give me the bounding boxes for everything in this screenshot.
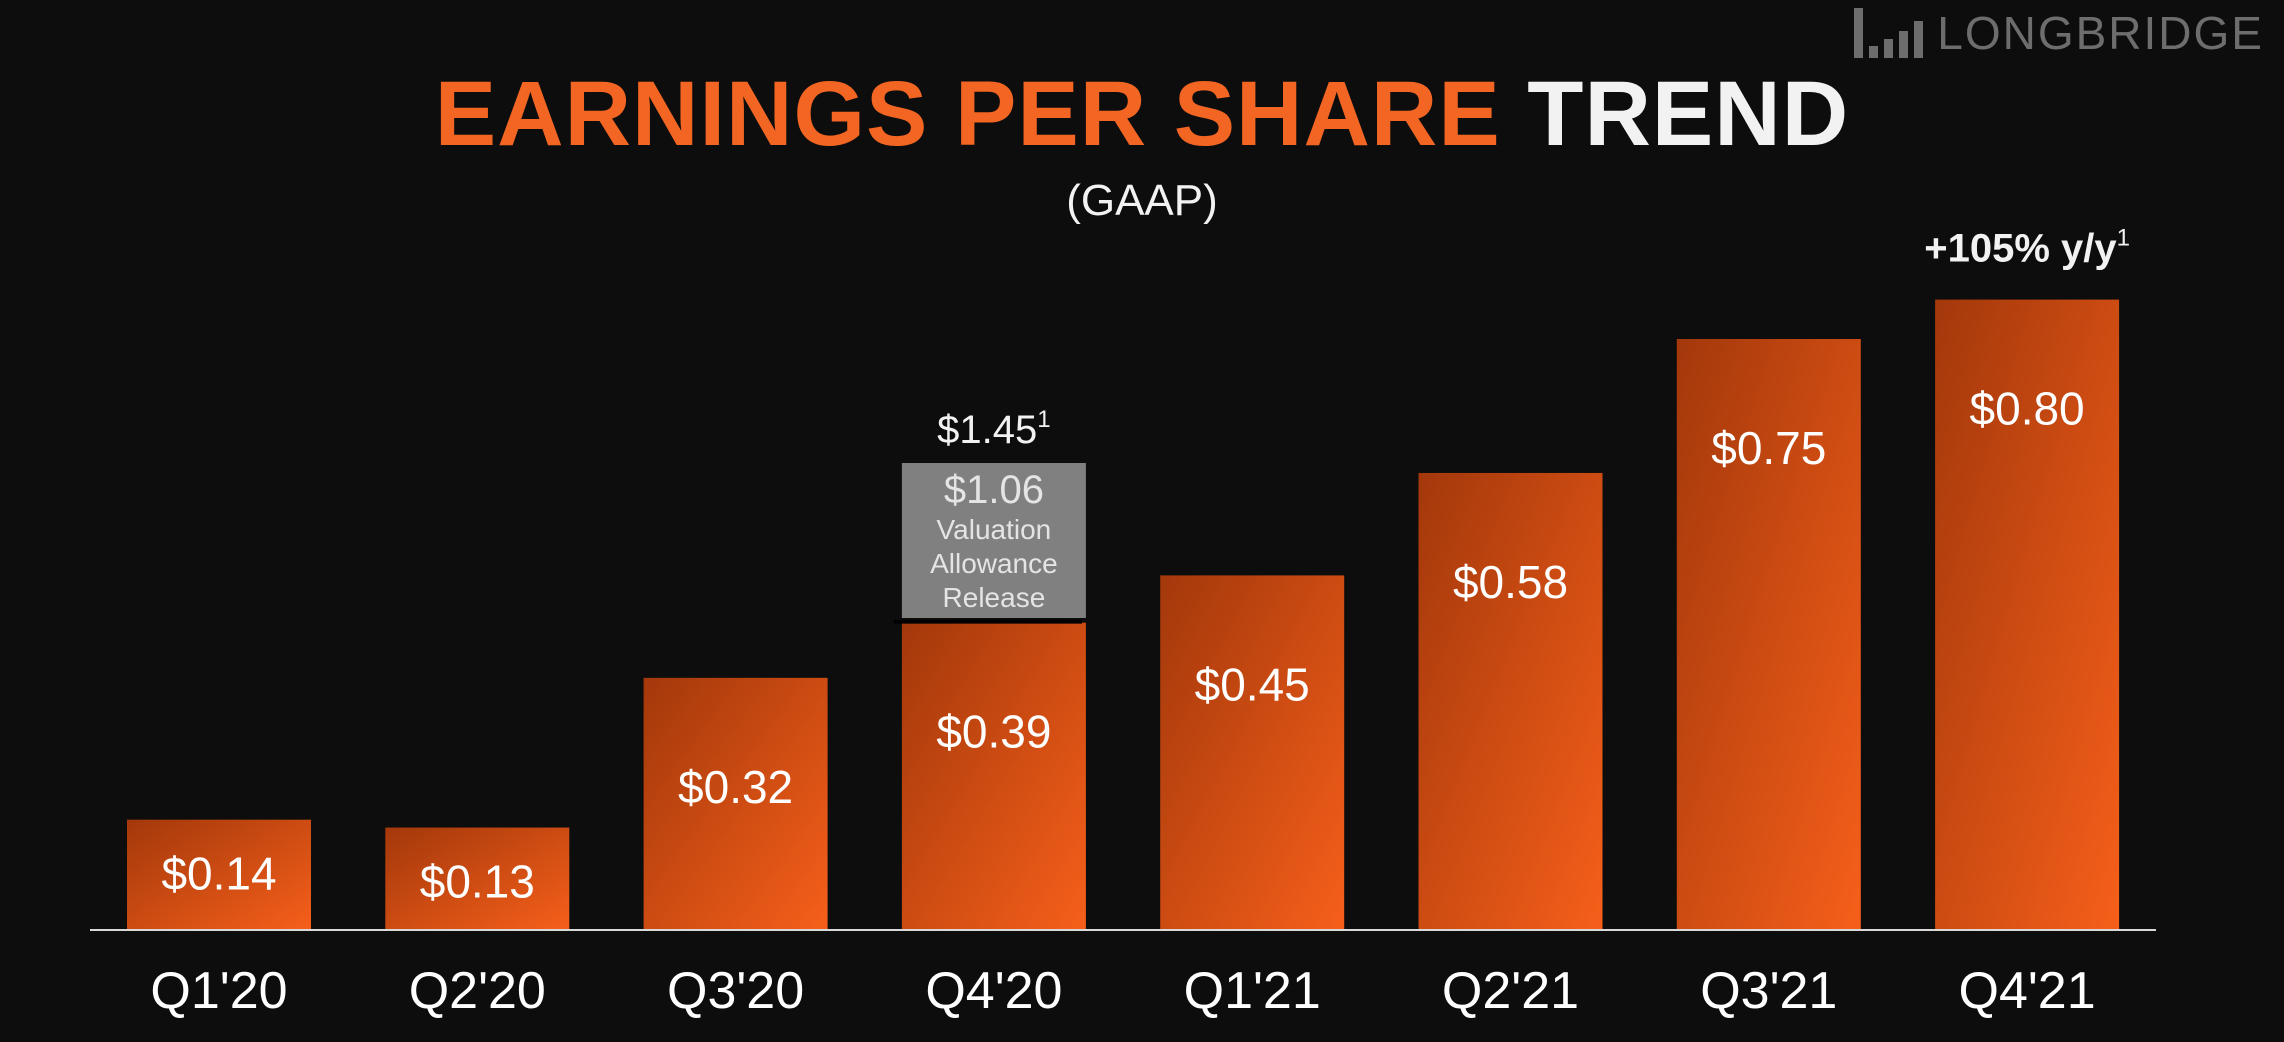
footnote-marker: 1 — [1037, 406, 1050, 433]
value-label: $0.45 — [1195, 658, 1310, 710]
category-label: Q2'20 — [409, 962, 546, 1020]
yoy-text: +105% y/y — [1924, 227, 2117, 271]
total-label: $1.451 — [937, 406, 1050, 452]
value-label: $0.39 — [936, 706, 1051, 758]
category-label: Q1'20 — [150, 962, 287, 1020]
value-label: $0.32 — [678, 761, 793, 813]
value-label: $0.13 — [420, 856, 535, 908]
extra-label-line: Allowance — [930, 548, 1058, 579]
value-label: $0.80 — [1970, 383, 2085, 435]
total-value: $1.45 — [937, 408, 1037, 452]
value-label: $0.58 — [1453, 556, 1568, 608]
bar-Q1'21 — [1160, 575, 1345, 930]
watermark-text: LONGBRIDGE — [1937, 7, 2264, 59]
bar-Q2'20 — [385, 827, 570, 930]
value-label: $0.75 — [1711, 422, 1826, 474]
extra-value-label: $1.06 — [944, 468, 1044, 512]
category-label: Q3'21 — [1700, 962, 1837, 1020]
watermark-logo-icon — [1854, 8, 1924, 58]
longbridge-watermark: LONGBRIDGE — [1854, 8, 2264, 58]
title-trend: TREND — [1527, 63, 1850, 165]
yoy-annotation: +105% y/y1 — [1924, 225, 2130, 271]
bar-Q3'21 — [1676, 339, 1861, 930]
value-label: $0.14 — [161, 848, 276, 900]
category-label: Q3'20 — [667, 962, 804, 1020]
category-label: Q4'20 — [925, 962, 1062, 1020]
bar-Q4'21 — [1935, 299, 2120, 931]
chart-title: EARNINGS PER SHARE TREND — [0, 62, 2284, 167]
bar-Q2'21 — [1418, 472, 1603, 930]
category-label: Q2'21 — [1442, 962, 1579, 1020]
extra-label-line: Release — [943, 582, 1046, 613]
bar-Q4'20 — [901, 622, 1086, 930]
bar-Q3'20 — [643, 677, 828, 930]
title-accent: EARNINGS PER SHARE — [434, 63, 1501, 165]
category-label: Q4'21 — [1959, 962, 2096, 1020]
valuation-allowance-box — [901, 463, 1086, 618]
category-label: Q1'21 — [1184, 962, 1321, 1020]
chart-subtitle: (GAAP) — [1066, 176, 1218, 225]
bar-Q1'20 — [127, 819, 311, 930]
extra-label-line: Valuation — [937, 514, 1052, 545]
footnote-marker: 1 — [2117, 225, 2130, 252]
